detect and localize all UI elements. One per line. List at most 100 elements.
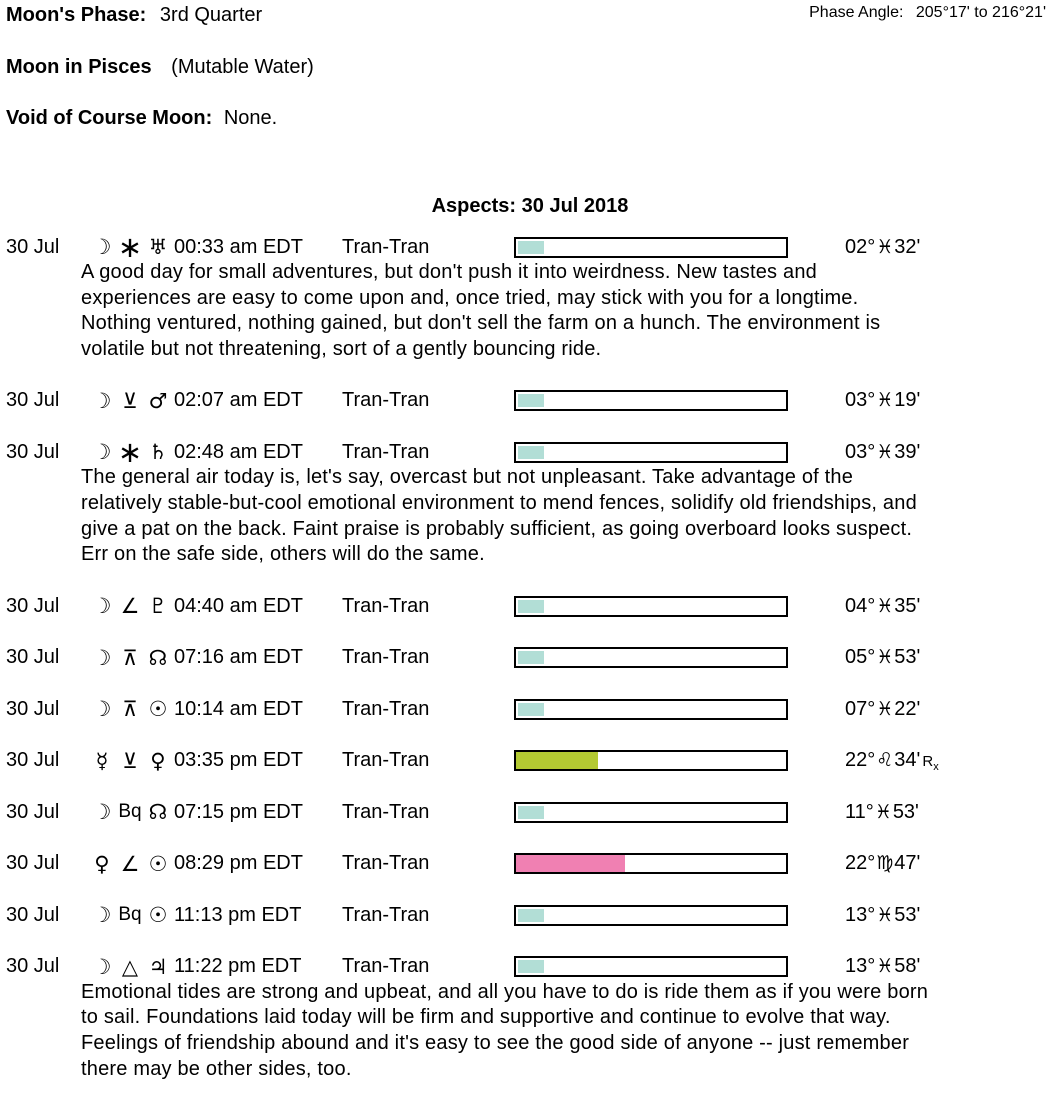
moon-icon: ☽ [92, 697, 112, 722]
aspects-list: 30 Jul ☽ ∗ ♅ 00:33 am EDT Tran-Tran 02° ♓ 32… [6, 230, 1054, 1082]
leo-icon: ♌ [876, 748, 894, 771]
note-line: Emotional tides are strong and upbeat, a… [81, 980, 929, 1003]
orb-bar-fill [518, 394, 544, 408]
position-degrees: 07° [845, 697, 876, 720]
sun-icon: ☉ [148, 697, 168, 722]
pisces-icon: ♓ [876, 594, 894, 617]
position-minutes: 58' [894, 955, 921, 978]
note-line: volatile but not threatening, sort of a … [81, 338, 602, 361]
virgo-icon: ♍ [876, 852, 894, 875]
aspect-type: Tran-Tran [342, 646, 430, 669]
orb-bar [514, 595, 788, 617]
aspect-position: 04° ♓ 35' [845, 595, 920, 618]
aspect-date: 30 Jul [6, 903, 60, 926]
position-minutes: 35' [894, 594, 921, 617]
void-of-course-line: Void of Course Moon: None. [6, 107, 277, 130]
aspect-type: Tran-Tran [342, 903, 430, 926]
trine-icon: △ [121, 954, 139, 979]
aspect-row: 30 Jul ☽ △ ♃ 11:22 pm EDT Tran-Tran 13° ♓ 58… [6, 954, 1054, 980]
aspect-position: 22° ♍ 47' [845, 852, 920, 875]
aspects-section: Aspects: 30 Jul 2018 30 Jul ☽ ∗ ♅ 00:33 am… [6, 195, 1054, 1107]
aspect-type: Tran-Tran [342, 594, 430, 617]
note-line: give a pat on the back. Faint praise is … [81, 517, 913, 540]
aspect-glyphs: ☽ ⊼ ☊ [88, 645, 174, 671]
moons-phase-label: Moon's Phase: [6, 4, 147, 26]
position-degrees: 03° [845, 440, 876, 463]
aspect-row: 30 Jul ☽ ∗ ♅ 00:33 am EDT Tran-Tran 02° ♓ 32… [6, 230, 1054, 264]
orb-bar [514, 956, 788, 978]
note-line: The general air today is, let's say, ove… [81, 466, 854, 489]
void-of-course-value: None. [223, 107, 278, 129]
uranus-icon: ♅ [148, 235, 168, 259]
sextile-icon: ∗ [117, 230, 143, 264]
aspect-time: 00:33 am EDT [174, 235, 303, 258]
semisquare-icon: ∠ [120, 594, 140, 619]
aspect-date: 30 Jul [6, 646, 60, 669]
orb-bar-fill [518, 908, 544, 922]
aspect-date: 30 Jul [6, 594, 60, 617]
position-minutes: 53' [894, 646, 921, 669]
moon-in-label: Moon in Pisces [6, 56, 152, 78]
aspect-time: 07:16 am EDT [174, 646, 303, 669]
sextile-icon: ∗ [117, 435, 143, 470]
position-degrees: 03° [845, 389, 876, 412]
orb-bar [514, 801, 788, 823]
position-minutes: 47' [894, 852, 921, 875]
position-minutes: 53' [892, 800, 919, 823]
aspect-type: Tran-Tran [342, 440, 430, 463]
aspect-glyphs: ☽ ⊻ ♂ [88, 388, 174, 414]
position-degrees: 22° [845, 852, 876, 875]
semisquare-icon: ∠ [120, 851, 140, 876]
moon-icon: ☽ [92, 388, 112, 413]
note-line: Feelings of friendship abound and it's e… [81, 1032, 910, 1055]
position-minutes: 32' [894, 235, 921, 258]
aspect-date: 30 Jul [6, 389, 60, 412]
aspect-time: 08:29 pm EDT [174, 852, 303, 875]
phase-angle-value: 205°17' to 216°21' [915, 4, 1046, 21]
aspect-date: 30 Jul [6, 800, 60, 823]
moon-in-line: Moon in Pisces (Mutable Water) [6, 56, 314, 79]
note-line: experiences are easy to come upon and, o… [81, 286, 859, 309]
aspect-row: 30 Jul ☽ ⊻ ♂ 02:07 am EDT Tran-Tran 03° ♓ 19… [6, 388, 1054, 414]
aspect-time: 03:35 pm EDT [174, 749, 303, 772]
aspect-note: A good day for small adventures, but don… [81, 260, 1054, 363]
aspect-date: 30 Jul [6, 852, 60, 875]
orb-bar-fill [518, 960, 544, 974]
moons-phase-value: 3rd Quarter [159, 4, 263, 26]
semisextile-icon: ⊻ [122, 388, 138, 413]
position-minutes: 39' [894, 440, 921, 463]
aspect-time: 11:13 pm EDT [174, 903, 302, 926]
pisces-icon: ♓ [876, 955, 894, 978]
aspect-type: Tran-Tran [342, 800, 430, 823]
north-node-icon: ☊ [148, 800, 168, 825]
mercury-icon: ☿ [95, 748, 109, 773]
position-degrees: 22° [845, 748, 876, 771]
position-minutes: 19' [894, 389, 921, 412]
aspect-type: Tran-Tran [342, 235, 430, 258]
quincunx-icon: ⊼ [122, 645, 138, 670]
aspect-position: 02° ♓ 32' [845, 236, 920, 259]
sun-icon: ☉ [148, 903, 168, 928]
moon-icon: ☽ [92, 235, 112, 259]
aspect-note: The general air today is, let's say, ove… [81, 465, 1054, 568]
moon-icon: ☽ [92, 954, 112, 979]
position-minutes: 53' [894, 903, 921, 926]
jupiter-icon: ♃ [148, 954, 168, 979]
aspect-time: 10:14 am EDT [174, 697, 303, 720]
moon-icon: ☽ [92, 594, 112, 619]
pisces-icon: ♓ [876, 697, 894, 720]
pisces-icon: ♓ [876, 389, 894, 412]
orb-bar-fill [516, 752, 598, 770]
moon-in-value: (Mutable Water) [171, 56, 314, 78]
note-line: Err on the safe side, others will do the… [81, 543, 485, 566]
aspect-row: 30 Jul ☿ ⊻ ♀ 03:35 pm EDT Tran-Tran 22° ♌ 34… [6, 748, 1054, 774]
aspect-position: 11° ♓ 53' [845, 801, 919, 824]
venus-icon: ♀ [150, 748, 166, 773]
orb-bar [514, 750, 788, 772]
aspect-glyphs: ☽ ∗ ♅ [88, 230, 174, 264]
aspect-type: Tran-Tran [342, 697, 430, 720]
position-degrees: 02° [845, 235, 876, 258]
position-minutes: 22' [894, 697, 921, 720]
aspect-date: 30 Jul [6, 955, 60, 978]
orb-bar [514, 904, 788, 926]
